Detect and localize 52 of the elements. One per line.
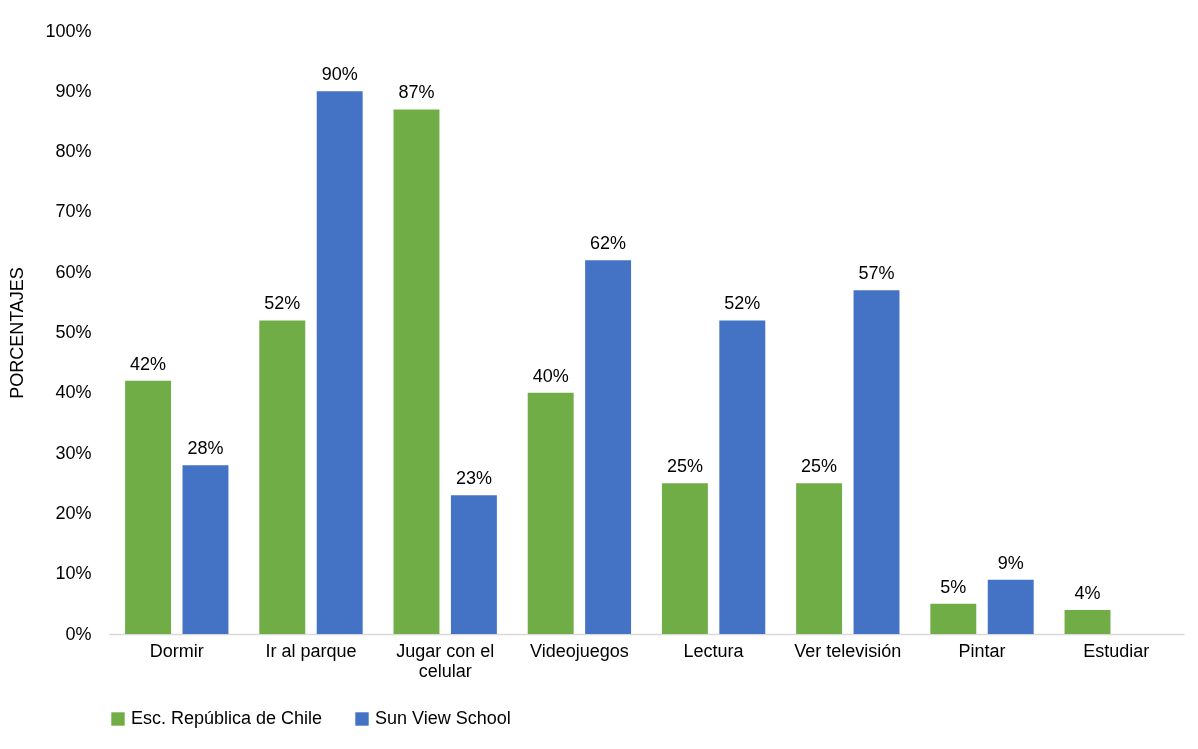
data-label: 28% bbox=[187, 438, 224, 459]
data-label: 52% bbox=[264, 293, 301, 314]
data-label: 40% bbox=[532, 365, 569, 386]
data-label: 25% bbox=[801, 456, 838, 477]
legend-label: Sun View School bbox=[375, 708, 511, 728]
x-tick-label: Lectura bbox=[683, 640, 745, 661]
data-label: 42% bbox=[130, 353, 167, 374]
bar bbox=[853, 290, 900, 634]
y-tick-label: 0% bbox=[65, 623, 92, 644]
y-tick-label: 60% bbox=[55, 261, 92, 282]
bar bbox=[987, 579, 1034, 634]
y-tick-label: 80% bbox=[55, 141, 92, 162]
data-label: 9% bbox=[997, 552, 1024, 573]
bar bbox=[585, 260, 632, 634]
y-tick-label: 90% bbox=[55, 80, 92, 101]
bar bbox=[393, 109, 440, 634]
x-tick-label: Jugar con el celular bbox=[396, 640, 495, 681]
y-tick-label: 70% bbox=[55, 201, 92, 222]
bar bbox=[125, 380, 172, 634]
y-tick-label: 50% bbox=[55, 322, 92, 342]
y-tick-label: 100% bbox=[45, 20, 92, 41]
y-tick-label: 40% bbox=[55, 382, 92, 403]
x-tick-label: Videojuegos bbox=[530, 640, 629, 661]
data-label: 4% bbox=[1074, 582, 1101, 603]
data-label: 25% bbox=[666, 456, 703, 477]
x-tick-label: Pintar bbox=[958, 640, 1006, 661]
bar bbox=[796, 483, 843, 634]
data-label: 90% bbox=[321, 64, 358, 85]
legend-label: Esc. República de Chile bbox=[131, 708, 323, 728]
bar bbox=[661, 483, 708, 634]
bar bbox=[316, 91, 363, 634]
x-tick-label: Estudiar bbox=[1083, 640, 1150, 661]
bar bbox=[527, 392, 574, 634]
y-tick-label: 10% bbox=[55, 563, 92, 584]
data-label: 52% bbox=[724, 293, 761, 314]
bar bbox=[182, 465, 229, 634]
data-label: 62% bbox=[590, 233, 627, 254]
bar bbox=[930, 603, 977, 634]
y-axis-title: PORCENTAJES bbox=[7, 267, 28, 399]
data-label: 57% bbox=[858, 263, 895, 284]
bar bbox=[450, 495, 497, 634]
data-label: 5% bbox=[940, 576, 967, 597]
x-tick-label: Ir al parque bbox=[265, 640, 357, 661]
x-tick-label: Ver televisión bbox=[794, 640, 902, 661]
bar bbox=[1064, 609, 1111, 634]
bar bbox=[719, 320, 766, 634]
bar bbox=[259, 320, 306, 634]
y-tick-label: 20% bbox=[55, 502, 92, 523]
data-label: 23% bbox=[455, 468, 492, 489]
y-tick-label: 30% bbox=[55, 442, 92, 463]
x-tick-label: Dormir bbox=[149, 640, 204, 661]
data-label: 87% bbox=[398, 82, 435, 103]
